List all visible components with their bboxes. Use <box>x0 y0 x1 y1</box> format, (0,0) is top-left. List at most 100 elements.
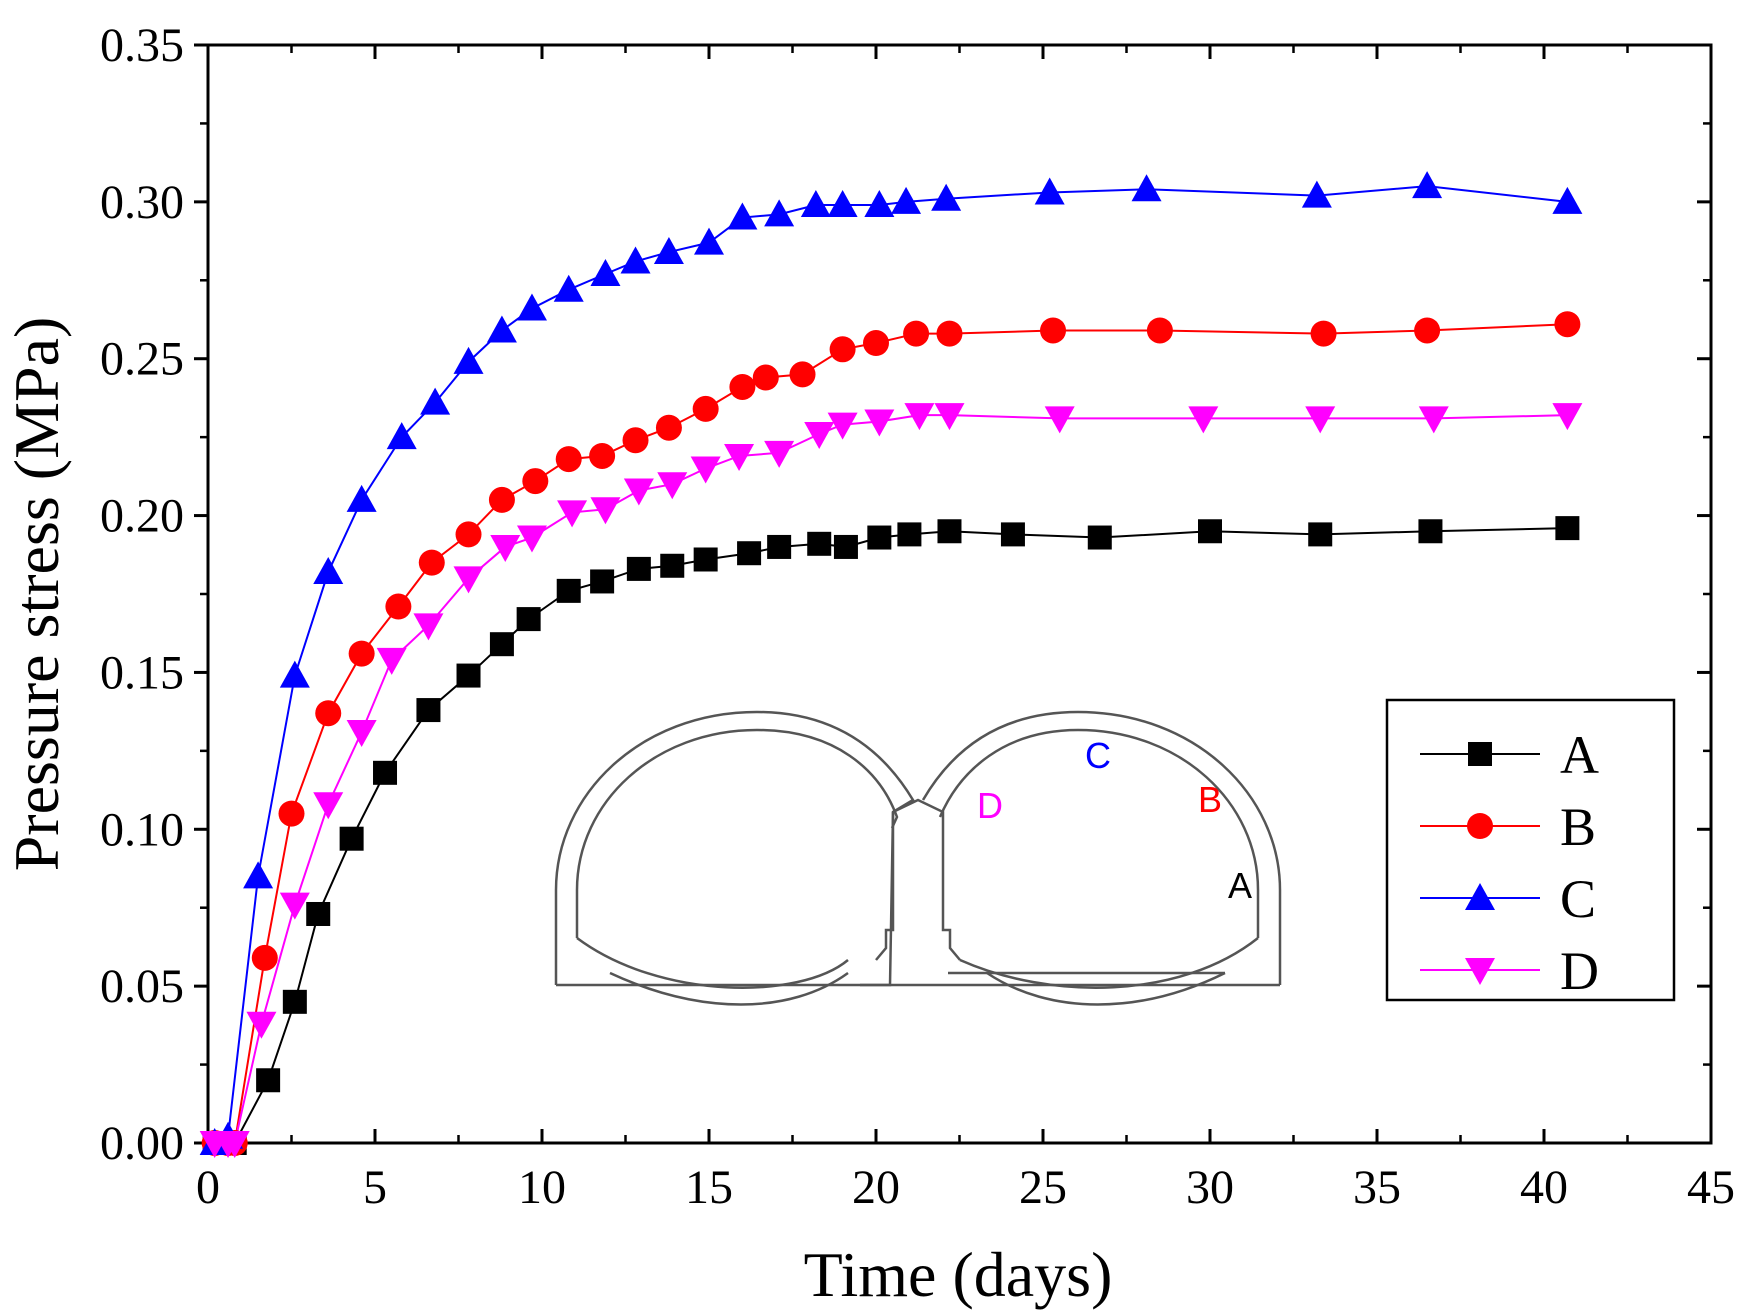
inset-labels: C B D A <box>977 735 1252 906</box>
series-B-point <box>622 427 649 454</box>
series-B-point <box>863 330 889 357</box>
series-A-point <box>256 1068 281 1093</box>
series-B-point <box>522 468 549 495</box>
x-tick-label: 45 <box>1687 1161 1735 1214</box>
inset-label-B: B <box>1198 779 1222 820</box>
series-D-point <box>376 647 407 675</box>
series-C-point <box>827 189 858 217</box>
series-C-point <box>764 199 795 227</box>
series-A-point <box>416 698 441 723</box>
series-B-point <box>829 336 856 363</box>
series-A-point <box>1418 519 1443 544</box>
series-D-point <box>516 525 547 553</box>
series-D-point <box>623 478 654 506</box>
legend-C-marker <box>1465 883 1495 910</box>
series-B-point <box>251 944 278 971</box>
series-D-point <box>246 1011 277 1039</box>
series-C-point <box>243 861 274 889</box>
series-B-point <box>348 640 375 667</box>
series-A-point <box>282 989 307 1014</box>
series-B-point <box>278 800 305 827</box>
x-tick-label: 20 <box>852 1161 900 1214</box>
series-C-point <box>800 189 831 217</box>
series-A-point <box>373 760 398 785</box>
series-D-point <box>346 720 377 748</box>
right-tunnel-invert-outer <box>986 971 1226 1006</box>
series-C-point <box>590 259 621 287</box>
series-B-point <box>1310 320 1337 347</box>
y-tick-label: 0.30 <box>100 176 184 229</box>
inset-label-A: A <box>1228 865 1252 906</box>
series-C-point <box>891 186 922 214</box>
series-C-point <box>386 422 417 450</box>
x-tick-label: 30 <box>1186 1161 1234 1214</box>
series-A-point <box>556 578 581 603</box>
series-B-point <box>1040 317 1067 344</box>
series-D-point <box>904 403 935 431</box>
y-tick-label: 0.15 <box>100 646 184 699</box>
series-C-point <box>864 189 895 217</box>
series-A-point <box>833 534 858 559</box>
series-A-point <box>897 522 922 547</box>
series-D-point <box>864 409 895 437</box>
series-A-point <box>693 547 718 572</box>
right-tunnel-outer <box>921 710 1282 985</box>
x-tick-label: 35 <box>1353 1161 1401 1214</box>
left-tunnel-invert-inner <box>576 936 849 989</box>
series-A-point <box>516 607 541 632</box>
legend-B-label: B <box>1560 797 1596 857</box>
series-D-point <box>219 1131 250 1158</box>
central-pillar <box>875 798 961 961</box>
series-D-point <box>1552 403 1583 431</box>
series-A-point <box>306 901 331 926</box>
series-C-point <box>1034 177 1065 205</box>
y-tick-label: 0.20 <box>100 490 184 543</box>
series-A-point <box>767 534 792 559</box>
series-A-point <box>660 553 685 578</box>
series-D-point <box>1044 406 1075 434</box>
series-D-point <box>413 613 444 641</box>
x-tick-label: 15 <box>685 1161 733 1214</box>
series-D-point <box>557 500 588 528</box>
series-B-point <box>488 486 515 513</box>
legend-A-marker <box>1468 742 1492 766</box>
inset-label-D: D <box>977 785 1003 826</box>
series-C-line <box>214 185 1568 1144</box>
series-C-point <box>694 227 724 255</box>
y-tick-label: 0.05 <box>100 960 184 1013</box>
series-A-point <box>1555 516 1580 541</box>
legend-A-label: A <box>1560 725 1599 785</box>
y-tick-label: 0.00 <box>100 1117 184 1170</box>
series-markers <box>199 171 1583 1158</box>
series-B-point <box>936 320 963 347</box>
series-C-point <box>1301 180 1332 208</box>
series-B-point <box>555 446 582 473</box>
legend-D-label: D <box>1560 941 1599 1001</box>
series-D-point <box>590 497 621 525</box>
series-A-point <box>456 663 481 688</box>
series-D-point <box>1305 406 1336 434</box>
series-B-point <box>1146 317 1173 344</box>
series-B-point <box>752 364 779 391</box>
series-D-point <box>804 422 835 450</box>
series-D-point <box>764 440 795 468</box>
series-B-point <box>589 442 616 469</box>
series-D-point <box>1188 406 1219 434</box>
series-B-point <box>903 320 930 347</box>
series-B-point <box>692 395 719 422</box>
series-A-point <box>1308 522 1333 547</box>
left-tunnel-outer <box>554 710 915 987</box>
tunnel-cross-section-inset <box>554 710 1282 1006</box>
y-tick-label: 0.35 <box>100 19 184 72</box>
x-tick-label: 0 <box>196 1161 220 1214</box>
series-B-point <box>1414 317 1441 344</box>
legend-box <box>1385 698 1676 1002</box>
x-tick-labels: 0 5 10 15 20 25 30 35 40 45 <box>196 1161 1735 1214</box>
series-C-point <box>1131 174 1162 202</box>
series-A-point <box>737 541 762 566</box>
series-C-point <box>486 315 517 343</box>
series-B-point <box>729 373 756 400</box>
x-tick-label: 40 <box>1520 1161 1568 1214</box>
